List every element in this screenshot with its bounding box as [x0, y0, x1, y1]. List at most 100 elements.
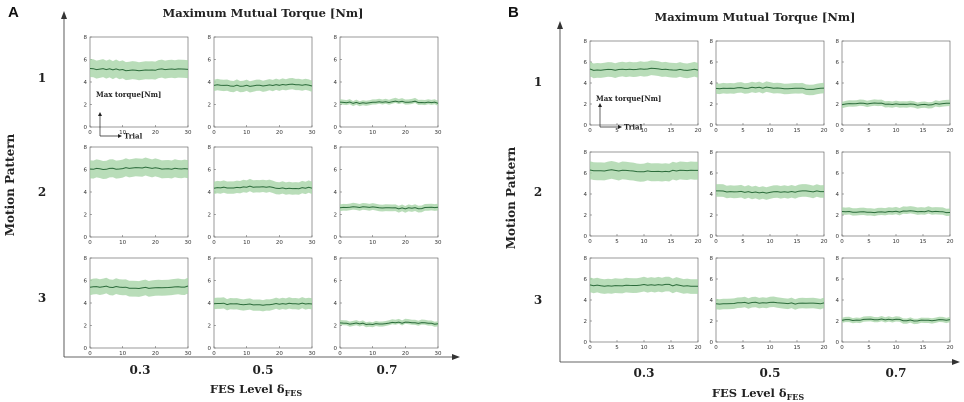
panel-b-subplot-r1-c3: 0 2 4 6 8 0 5 10 15 20	[836, 39, 954, 134]
x-tick-label: 30	[435, 240, 442, 246]
legend-y-label: Max torque[Nm]	[596, 94, 661, 103]
panel-b-x-arrow	[952, 359, 960, 365]
x-tick-label: 20	[276, 351, 283, 357]
y-tick-label: 0	[836, 340, 840, 346]
y-tick-label: 0	[84, 346, 88, 352]
y-tick-label: 8	[208, 35, 212, 41]
panel-b-subplot-r2-c3: 0 2 4 6 8 0 5 10 15 20	[836, 150, 954, 245]
x-tick-label: 0	[714, 128, 718, 134]
legend-y-arrowhead	[598, 103, 602, 107]
legend-y-arrowhead	[98, 112, 102, 116]
panel-a-subplot-r1-c1: 0 2 4 6 8 0 10 20 30	[84, 35, 192, 136]
panel-b-ylabel: Motion Pattern	[504, 146, 518, 249]
x-tick-label: 20	[402, 351, 409, 357]
x-tick-label: 0	[88, 240, 92, 246]
y-tick-label: 2	[710, 319, 714, 325]
mean-line	[589, 169, 698, 173]
mean-line	[339, 100, 439, 105]
subplot-frame	[841, 257, 951, 343]
y-tick-label: 6	[710, 277, 714, 283]
y-tick-label: 8	[334, 145, 338, 151]
y-tick-label: 4	[836, 81, 840, 87]
y-tick-label: 4	[334, 301, 338, 307]
std-band	[590, 276, 698, 294]
x-tick-label: 0	[338, 351, 342, 357]
x-tick-label: 10	[641, 345, 648, 351]
panel-a-row-label-2: 2	[38, 185, 46, 199]
panel-b-subplot-r2-c1: 0 2 4 6 8 0 5 10 15 20	[584, 150, 702, 245]
y-tick-label: 4	[208, 301, 212, 307]
x-tick-label: 5	[741, 128, 745, 134]
y-tick-label: 0	[836, 123, 840, 129]
y-tick-label: 6	[836, 60, 840, 66]
x-tick-label: 15	[920, 345, 927, 351]
y-tick-label: 6	[208, 279, 212, 285]
std-band	[214, 297, 312, 312]
x-tick-label: 10	[767, 128, 774, 134]
panel-b-col-label-3: 0.7	[886, 366, 907, 380]
x-tick-label: 5	[615, 239, 619, 245]
mean-line	[841, 318, 951, 322]
y-tick-label: 6	[584, 60, 588, 66]
x-tick-label: 20	[402, 130, 409, 136]
y-tick-label: 4	[334, 190, 338, 196]
y-tick-label: 8	[836, 256, 840, 262]
x-tick-label: 10	[767, 345, 774, 351]
y-tick-label: 8	[334, 256, 338, 262]
y-tick-label: 4	[710, 192, 714, 198]
x-tick-label: 30	[185, 240, 192, 246]
x-tick-label: 15	[668, 239, 675, 245]
x-tick-label: 10	[893, 345, 900, 351]
panel-b-title: Maximum Mutual Torque [Nm]	[655, 10, 856, 24]
y-tick-label: 2	[710, 102, 714, 108]
x-tick-label: 0	[338, 240, 342, 246]
x-tick-label: 5	[741, 345, 745, 351]
subplot-frame	[339, 257, 439, 349]
x-tick-label: 0	[840, 239, 844, 245]
y-tick-label: 2	[584, 102, 588, 108]
legend-x-label: Trial	[124, 132, 143, 141]
y-tick-label: 0	[208, 346, 212, 352]
y-tick-label: 8	[584, 256, 588, 262]
y-tick-label: 8	[84, 145, 88, 151]
subplot-frame	[589, 40, 699, 126]
subplot-frame	[339, 36, 439, 128]
y-tick-label: 2	[84, 213, 88, 219]
y-tick-label: 6	[584, 171, 588, 177]
mean-line	[339, 321, 439, 326]
y-tick-label: 6	[836, 171, 840, 177]
panel-b-row-label-3: 3	[534, 293, 542, 307]
y-tick-label: 0	[334, 125, 338, 131]
mean-line	[213, 83, 313, 87]
x-tick-label: 0	[338, 130, 342, 136]
x-tick-label: 10	[119, 130, 126, 136]
x-tick-label: 30	[185, 130, 192, 136]
y-tick-label: 6	[334, 168, 338, 174]
panel-b-subplot-r2-c2: 0 2 4 6 8 0 5 10 15 20	[710, 150, 828, 245]
y-tick-label: 6	[84, 168, 88, 174]
panel-b-subplot-r3-c1: 0 2 4 6 8 0 5 10 15 20	[584, 256, 702, 351]
x-tick-label: 0	[588, 128, 592, 134]
x-tick-label: 0	[88, 130, 92, 136]
x-tick-label: 20	[695, 128, 702, 134]
x-tick-label: 10	[243, 130, 250, 136]
x-tick-label: 30	[435, 351, 442, 357]
x-tick-label: 10	[369, 130, 376, 136]
panel-b-subplot-r3-c3: 0 2 4 6 8 0 5 10 15 20	[836, 256, 954, 351]
panel-a-axes	[61, 11, 460, 360]
mean-line	[89, 285, 189, 290]
subplot-frame	[89, 36, 189, 128]
subplot-frame	[89, 257, 189, 349]
x-tick-label: 10	[893, 239, 900, 245]
y-tick-label: 0	[84, 235, 88, 241]
x-tick-label: 10	[119, 240, 126, 246]
y-tick-label: 2	[208, 324, 212, 330]
panel-a-subplot-r1-c2: 0 2 4 6 8 0 10 20 30	[208, 35, 316, 136]
x-tick-label: 20	[402, 240, 409, 246]
panel-b-axes-legend: Max torque[Nm] Trial	[596, 94, 661, 132]
y-tick-label: 8	[84, 256, 88, 262]
y-tick-label: 6	[710, 171, 714, 177]
mean-line	[213, 302, 313, 306]
panel-a-xlabel: FES Level δFES	[210, 382, 302, 398]
